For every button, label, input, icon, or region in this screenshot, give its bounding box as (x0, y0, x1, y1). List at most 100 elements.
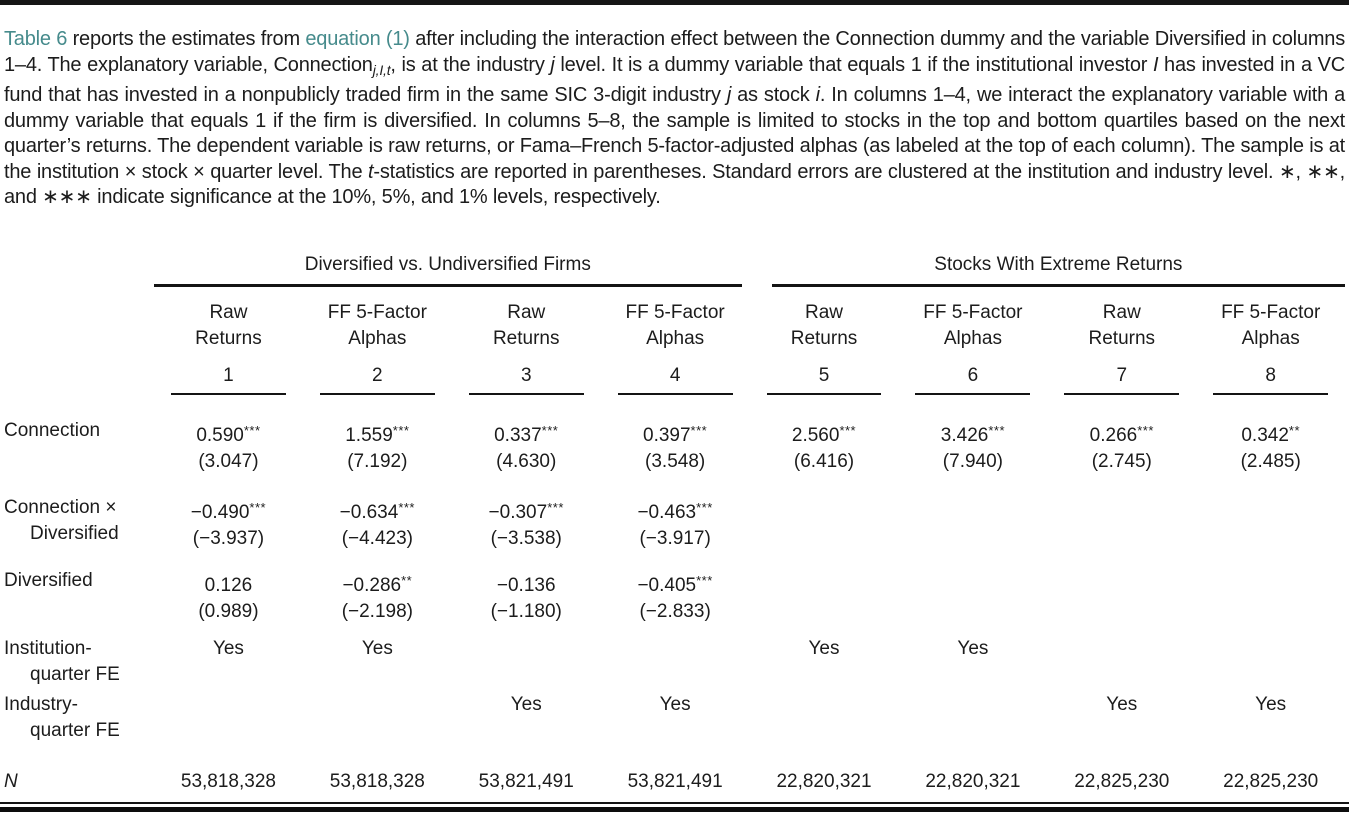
n-cell: 22,820,321 (925, 771, 1021, 793)
caption-link[interactable]: equation (1) (305, 28, 410, 50)
column-header-row: Raw Returns FF 5-Factor Alphas Raw Returns … (4, 287, 1345, 352)
t-statistic: (−1.180) (490, 601, 562, 623)
significance-stars: *** (839, 423, 857, 439)
row-connection: Connection 0.590*** (3.047) 1.559*** (7.19… (4, 395, 1345, 475)
group-cell-1: Diversified vs. Undiversified Firms (154, 253, 750, 288)
empty-cell (1047, 552, 1196, 625)
fe-cell (303, 688, 452, 744)
estimate-cell: −0.307*** (−3.538) (452, 475, 601, 552)
significance-stars: *** (696, 573, 713, 589)
col-header-4: FF 5-Factor Alphas (625, 302, 725, 350)
row-diversified: Diversified 0.126 (0.989) −0.286** (−2.198… (4, 552, 1345, 625)
estimate-cell: −0.286** (−2.198) (303, 552, 452, 625)
col-number-7: 7 (1047, 352, 1196, 396)
estimate-cell: −0.463*** (−3.917) (601, 475, 750, 552)
caption-text: t (368, 160, 374, 183)
estimate-value: −0.307 (488, 502, 548, 524)
n-cell: 22,825,230 (1223, 771, 1319, 793)
estimate-cell: −0.136 (−1.180) (452, 552, 601, 625)
estimate-cell: 0.126 (0.989) (154, 552, 303, 625)
t-statistic: (−3.937) (192, 528, 265, 550)
t-statistic: (7.192) (347, 451, 408, 473)
empty-cell (4, 287, 154, 352)
bottom-rule-thick (0, 807, 1349, 812)
col-header-2: FF 5-Factor Alphas (327, 302, 427, 350)
group-header-diversified: Diversified vs. Undiversified Firms (154, 253, 742, 288)
caption-text: i (815, 84, 820, 107)
top-rule (0, 0, 1349, 5)
significance-stars: *** (988, 423, 1006, 439)
estimate-value: 0.126 (204, 575, 253, 597)
row-label: Industry-quarter FE (4, 694, 120, 742)
estimate-value: 0.337 (494, 425, 542, 447)
col-header-1: Raw Returns (195, 302, 262, 350)
empty-cell (1196, 552, 1345, 625)
bottom-rules (0, 802, 1349, 812)
col-header-7: Raw Returns (1088, 302, 1156, 350)
n-cell: 22,820,321 (776, 771, 872, 793)
caption-text: level. It is a dummy variable that equal… (554, 53, 1153, 76)
fe-cell: Yes (212, 638, 244, 660)
estimate-cell: 1.559*** (7.192) (303, 395, 452, 475)
estimate-value: 0.590 (196, 425, 244, 447)
caption-text: j (726, 84, 732, 107)
significance-stars: *** (1137, 423, 1154, 439)
significance-stars: *** (696, 500, 713, 516)
row-institution-quarter-fe: Institution-quarter FE Yes Yes Yes Yes (4, 625, 1345, 688)
significance-stars: *** (249, 500, 267, 516)
fe-cell: Yes (957, 638, 989, 660)
fe-cell: Yes (1255, 694, 1287, 716)
group-header-row: Diversified vs. Undiversified Firms Stoc… (4, 253, 1346, 288)
t-statistic: (−2.833) (639, 601, 711, 623)
estimate-cell: 0.337*** (4.630) (452, 395, 601, 475)
empty-cell (898, 552, 1047, 625)
estimate-value: −0.490 (190, 502, 250, 524)
fe-cell (452, 625, 601, 688)
estimate-cell: 2.560*** (6.416) (750, 395, 899, 475)
fe-cell (154, 688, 303, 744)
group-header-extreme: Stocks With Extreme Returns (771, 253, 1346, 288)
table-caption: Table 6 reports the estimates from equat… (4, 27, 1345, 211)
fe-cell: Yes (808, 638, 840, 660)
estimate-cell: 0.342** (2.485) (1196, 395, 1345, 475)
fe-cell (1047, 625, 1196, 688)
significance-stars: *** (690, 423, 708, 439)
estimate-value: −0.286 (342, 575, 402, 597)
t-statistic: (−4.423) (341, 528, 413, 550)
estimate-cell: 0.590*** (3.047) (154, 395, 303, 475)
row-observations: N 53,818,328 53,818,328 53,821,491 53,82… (4, 744, 1345, 802)
empty-cell (750, 475, 899, 552)
estimate-value: 0.266 (1089, 425, 1138, 447)
t-statistic: (4.630) (496, 451, 557, 473)
t-statistic: (2.745) (1091, 451, 1152, 473)
row-label: Connection (4, 420, 101, 442)
caption-text: j,I,t (372, 61, 391, 78)
estimate-cell: −0.634*** (−4.423) (303, 475, 452, 552)
col-number-6: 6 (898, 352, 1047, 396)
t-statistic: (2.485) (1240, 451, 1301, 473)
caption-text: , is at the industry (390, 53, 551, 76)
column-number-row: 1 2 3 4 5 6 7 8 (4, 352, 1345, 396)
empty-cell (4, 253, 154, 287)
estimate-value: 1.559 (345, 425, 393, 447)
t-statistic: (−2.198) (341, 601, 413, 623)
fe-cell (898, 688, 1047, 744)
row-connection-diversified: Connection × Diversified −0.490*** (−3.937… (4, 475, 1345, 552)
col-number-2: 2 (303, 352, 452, 396)
empty-cell (750, 552, 899, 625)
estimate-cell: 0.266*** (2.745) (1047, 395, 1196, 475)
t-statistic: (−3.917) (639, 528, 711, 550)
estimate-value: 2.560 (791, 425, 840, 447)
estimate-value: −0.634 (339, 502, 399, 524)
significance-stars: *** (547, 500, 564, 516)
caption-link[interactable]: Table 6 (4, 28, 68, 50)
n-cell: 53,818,328 (180, 771, 276, 793)
col-number-8: 8 (1196, 352, 1345, 396)
n-cell: 22,825,230 (1074, 771, 1170, 793)
n-cell: 53,818,328 (329, 771, 425, 793)
fe-cell: Yes (361, 638, 393, 660)
row-label: Connection × Diversified (4, 497, 119, 545)
estimate-value: 3.426 (940, 425, 989, 447)
fe-cell: Yes (1106, 694, 1138, 716)
empty-cell (1047, 475, 1196, 552)
